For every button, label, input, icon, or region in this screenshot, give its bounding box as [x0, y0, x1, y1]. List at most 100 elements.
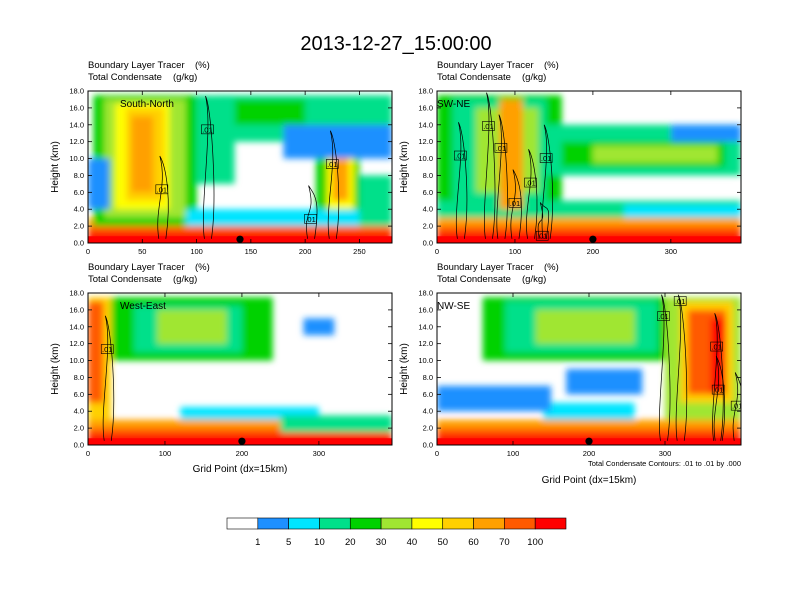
y-tick-label: 0.0: [74, 441, 84, 450]
condensate-contour: [327, 130, 340, 239]
tracer-shade-region: [359, 175, 392, 227]
colorbar-level-label: 30: [376, 537, 387, 548]
x-tick-label: 100: [190, 247, 203, 256]
y-tick-label: 12.0: [69, 339, 84, 348]
y-tick-label: 2.0: [74, 424, 84, 433]
tracer-field: .01 .01 .01 .01 .01: [437, 293, 741, 445]
colorbar-level-label: 60: [468, 537, 479, 548]
y-tick-label: 8.0: [423, 171, 433, 180]
y-tick-label: 2.0: [423, 424, 433, 433]
tracer-shade-region: [88, 224, 392, 233]
condensate-contour: [526, 149, 538, 239]
y-tick-label: 14.0: [69, 322, 84, 331]
x-tick-label: 150: [245, 247, 258, 256]
y-tick-label: 8.0: [74, 171, 84, 180]
colorbar-swatch: [319, 517, 351, 530]
plot-frame: [87, 90, 393, 244]
x-tick-label: 250: [353, 247, 366, 256]
x-tick-label: 50: [138, 247, 146, 256]
y-tick-label: 12.0: [418, 339, 433, 348]
colorbar-swatch: [349, 517, 382, 530]
svg-text:.01: .01: [541, 154, 551, 163]
y-tick-label: 4.0: [423, 407, 433, 416]
panel-nw-se: Boundary Layer Tracer (%) Total Condensate…: [399, 262, 742, 486]
y-tick-label: 16.0: [418, 103, 433, 112]
y-tick-label: 12.0: [418, 137, 433, 146]
condensate-contour: [541, 124, 553, 239]
y-tick-label: 10.0: [418, 356, 433, 365]
contour-label: .01: [524, 177, 537, 188]
colorbar: 1 5 10 20 30 40 50 60 70 100: [226, 517, 567, 548]
section-label: NW-SE: [437, 301, 470, 312]
condensate-contour: [510, 169, 522, 239]
section-label: SW-NE: [437, 99, 470, 110]
tracer-shade-region: [303, 318, 335, 336]
condensate-contour: [712, 313, 724, 441]
y-tick-label: 14.0: [418, 322, 433, 331]
panel-field-unit: (%): [195, 262, 210, 273]
colorbar-level-label: 20: [345, 537, 356, 548]
y-axis-label: Height (km): [399, 343, 410, 395]
panel-west-east: Boundary Layer Tracer (%) Total Condensate…: [50, 262, 393, 475]
tracer-shade-region: [566, 369, 643, 395]
panel-field-unit: (%): [195, 60, 210, 71]
x-tick-label: 200: [583, 449, 596, 458]
tracer-shade-region: [88, 419, 392, 429]
x-tick-label: 200: [236, 449, 249, 458]
condensate-contour: [537, 202, 550, 239]
y-tick-label: 0.0: [74, 239, 84, 248]
panel-field-label: Total Condensate: [437, 274, 511, 285]
tracer-shade-region: [88, 426, 392, 435]
colorbar-level-label: 10: [314, 537, 325, 548]
tracer-shade-region: [157, 309, 227, 344]
y-tick-label: 16.0: [69, 305, 84, 314]
y-tick-label: 16.0: [418, 305, 433, 314]
tracer-shade-region: [280, 415, 392, 433]
x-tick-label: 300: [659, 449, 672, 458]
contour-label: .01: [482, 121, 495, 131]
tracer-shade-region: [670, 124, 741, 142]
plot-frame: [436, 90, 742, 244]
svg-text:.01: .01: [711, 343, 721, 352]
colorbar-swatch: [411, 517, 444, 530]
y-tick-label: 2.0: [423, 222, 433, 231]
y-axis-label: Height (km): [50, 141, 61, 193]
section-label: West-East: [120, 301, 166, 312]
condensate-contour: [483, 92, 496, 239]
contour-label: .01: [201, 124, 214, 134]
condensate-contour: [496, 114, 508, 239]
y-tick-label: 18.0: [418, 289, 433, 298]
y-tick-label: 18.0: [418, 87, 433, 96]
svg-text:.01: .01: [658, 312, 668, 321]
colorbar-swatch: [226, 517, 259, 530]
condensate-contour: [455, 122, 468, 239]
panel-field-label: Total Condensate: [437, 72, 511, 83]
y-tick-label: 0.0: [423, 239, 433, 248]
colorbar-swatch: [257, 517, 289, 530]
y-tick-label: 12.0: [69, 137, 84, 146]
y-tick-label: 0.0: [423, 441, 433, 450]
y-tick-label: 10.0: [418, 154, 433, 163]
x-tick-label: 0: [435, 247, 439, 256]
tracer-field: .01 .01 .01 .01 .01 .01 .01: [437, 91, 741, 243]
y-tick-label: 10.0: [69, 356, 84, 365]
contour-label: .01: [508, 198, 522, 208]
y-axis-label: Height (km): [399, 141, 410, 193]
tracer-field: .01 .01 .01 .01: [88, 91, 392, 243]
colorbar-swatch: [380, 517, 413, 530]
x-axis-label: Grid Point (dx=15km): [193, 464, 288, 475]
tracer-shade-region: [437, 217, 741, 227]
x-tick-label: 0: [86, 247, 90, 256]
contour-label: .01: [657, 311, 670, 321]
panel-field-unit: (g/kg): [522, 72, 546, 83]
y-tick-label: 4.0: [423, 205, 433, 214]
x-tick-label: 0: [86, 449, 90, 458]
x-tick-label: 200: [587, 247, 600, 256]
y-tick-label: 6.0: [74, 390, 84, 399]
x-tick-label: 0: [435, 449, 439, 458]
contour-label: .01: [730, 400, 741, 411]
y-tick-label: 4.0: [74, 407, 84, 416]
y-tick-label: 14.0: [69, 120, 84, 129]
panel-field-label: Boundary Layer Tracer: [88, 262, 185, 273]
figure-title: 2013-12-27_15:00:00: [300, 33, 491, 55]
